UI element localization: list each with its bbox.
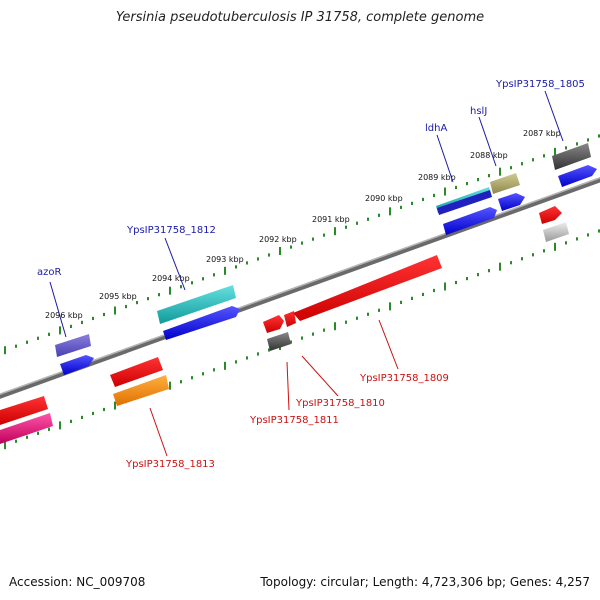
tick-tracks [4, 134, 600, 450]
gene-ypsip31758-1809[interactable] [293, 255, 442, 321]
gene-labels: azoR YpsIP31758_1812 ldhA hslJ YpsIP3175… [37, 79, 585, 470]
gene-ypsip31758-1810[interactable] [284, 311, 296, 327]
kbp-label: 2087 kbp [523, 129, 561, 138]
gene-blue-cds[interactable] [558, 165, 597, 187]
kbp-label: 2091 kbp [312, 215, 350, 224]
gene-ypsip31758-1813[interactable] [113, 375, 169, 406]
gene-blue-cds[interactable] [60, 355, 94, 375]
gene-blue-cds[interactable] [163, 306, 240, 340]
page-title: Yersinia pseudotuberculosis IP 31758, co… [115, 10, 485, 25]
accession-text: Accession: NC_009708 [9, 575, 146, 589]
gene-label-hslj[interactable]: hslJ [470, 106, 487, 117]
gene-ldha-strand [437, 190, 492, 215]
kbp-label: 2093 kbp [206, 255, 244, 264]
gene-magenta-cds[interactable] [0, 413, 53, 444]
kbp-label: 2088 kbp [470, 151, 508, 160]
gene-features [0, 143, 597, 444]
gene-ypsip31758-1812[interactable] [157, 285, 236, 324]
gene-label-ypsip31758-1805[interactable]: YpsIP31758_1805 [495, 79, 585, 90]
kbp-label: 2090 kbp [365, 194, 403, 203]
genome-summary-text: Topology: circular; Length: 4,723,306 bp… [260, 575, 590, 589]
kbp-label: 2092 kbp [259, 235, 297, 244]
gene-red-cds[interactable] [110, 357, 163, 387]
gene-blue-cds[interactable] [443, 207, 497, 235]
genome-backbone-highlight [0, 177, 600, 395]
kbp-label: 2089 kbp [418, 173, 456, 182]
gene-hslj[interactable] [490, 173, 520, 194]
gene-label-ypsip31758-1811[interactable]: YpsIP31758_1811 [249, 415, 339, 426]
kbp-label: 2096 kbp [45, 311, 83, 320]
gene-red-cds[interactable] [539, 206, 562, 224]
gene-ypsip31758-1811[interactable] [263, 315, 284, 333]
gene-gray-cds[interactable] [267, 332, 291, 351]
kbp-label: 2094 kbp [152, 274, 190, 283]
label-leaders [49, 90, 564, 457]
gene-label-azor[interactable]: azoR [37, 267, 61, 278]
gene-label-ldha[interactable]: ldhA [425, 123, 447, 134]
kbp-labels: 2096 kbp 2095 kbp 2094 kbp 2093 kbp 2092… [45, 129, 561, 320]
gene-label-ypsip31758-1813[interactable]: YpsIP31758_1813 [125, 459, 215, 470]
gene-red-cds[interactable] [0, 396, 48, 425]
gene-label-ypsip31758-1809[interactable]: YpsIP31758_1809 [359, 373, 449, 384]
gene-azor[interactable] [55, 334, 91, 357]
gene-label-ypsip31758-1812[interactable]: YpsIP31758_1812 [126, 225, 216, 236]
gene-label-ypsip31758-1810[interactable]: YpsIP31758_1810 [295, 398, 385, 409]
genome-backbone [0, 177, 600, 399]
gene-ypsip31758-1805[interactable] [552, 143, 591, 170]
gene-gray-cds[interactable] [543, 222, 569, 242]
kbp-label: 2095 kbp [99, 292, 137, 301]
gene-blue-cds[interactable] [498, 193, 525, 211]
